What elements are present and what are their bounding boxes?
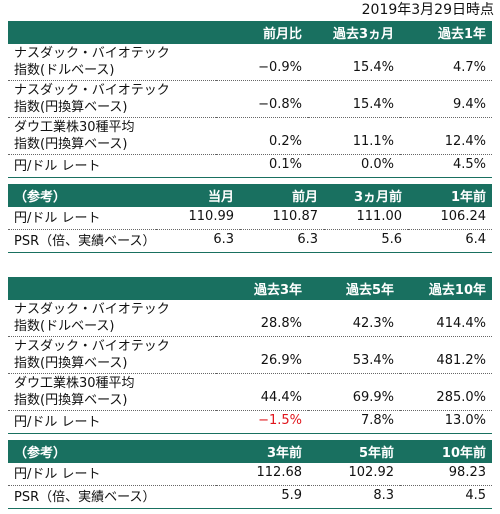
- table-row: 円/ドル レート 112.68 102.92 98.23: [8, 463, 492, 486]
- row-label: ナスダック・バイオテック 指数(円換算ベース): [14, 83, 170, 115]
- value-cell: 9.4%: [452, 97, 486, 112]
- value-cell: 4.7%: [452, 60, 486, 75]
- value-cell: 8.3: [373, 488, 394, 503]
- table-header: 過去3年 過去5年 過去10年: [8, 277, 492, 300]
- performance-table-short-term: 前月比 過去3ヵ月 過去1年 ナスダック・バイオテック 指数(ドルベース) −0.…: [8, 21, 492, 178]
- header-cell: [8, 277, 216, 300]
- value-cell: 6.3: [297, 232, 318, 247]
- table-row: ナスダック・バイオテック 指数(ドルベース) 28.8% 42.3% 414.4%: [8, 300, 492, 337]
- negative-value-cell: −1.5%: [258, 413, 302, 428]
- header-cell: 1年前: [408, 184, 492, 207]
- row-label: 円/ドル レート: [14, 159, 101, 174]
- value-cell: 13.0%: [444, 413, 486, 428]
- table-row: 円/ドル レート −1.5% 7.8% 13.0%: [8, 411, 492, 434]
- value-cell: 11.1%: [352, 134, 394, 149]
- header-cell: [8, 21, 216, 44]
- value-cell: 69.9%: [352, 390, 394, 405]
- value-cell: 98.23: [448, 465, 486, 480]
- value-cell: 414.4%: [436, 316, 486, 331]
- table-row: ナスダック・バイオテック 指数(円換算ベース) −0.8% 15.4% 9.4%: [8, 81, 492, 118]
- value-cell: 112.68: [256, 465, 303, 480]
- table-row: PSR（倍、実績ベース） 5.9 8.3 4.5: [8, 486, 492, 509]
- row-label: 円/ドル レート: [14, 467, 101, 482]
- value-cell: −0.8%: [258, 97, 302, 112]
- value-cell: 42.3%: [352, 316, 394, 331]
- row-label: ナスダック・バイオテック 指数(円換算ベース): [14, 339, 170, 371]
- row-label: ダウ工業株30種平均 指数(円換算ベース): [14, 376, 135, 408]
- reference-table-short-term: （参考） 当月 前月 3ヵ月前 1年前 円/ドル レート 110.99 110.…: [8, 184, 492, 253]
- value-cell: 0.0%: [360, 157, 394, 172]
- value-cell: 5.9: [281, 488, 302, 503]
- reference-header: （参考） 3年前 5年前 10年前: [8, 440, 492, 463]
- reference-table-long-term: （参考） 3年前 5年前 10年前 円/ドル レート 112.68 102.92…: [8, 440, 492, 509]
- value-cell: 0.2%: [268, 134, 302, 149]
- value-cell: 285.0%: [436, 390, 486, 405]
- header-cell: 当月: [156, 184, 240, 207]
- row-label: 円/ドル レート: [14, 415, 101, 430]
- header-cell: 過去3年: [216, 277, 308, 300]
- value-cell: 0.1%: [268, 157, 302, 172]
- value-cell: 4.5: [465, 488, 486, 503]
- value-cell: 7.8%: [360, 413, 394, 428]
- as-of-date: 2019年3月29日時点: [361, 2, 494, 18]
- header-cell: 過去1年: [400, 21, 492, 44]
- table-row: ダウ工業株30種平均 指数(円換算ベース) 0.2% 11.1% 12.4%: [8, 118, 492, 155]
- value-cell: 111.00: [356, 209, 403, 224]
- header-cell: 前月比: [216, 21, 308, 44]
- reference-header: （参考） 当月 前月 3ヵ月前 1年前: [8, 184, 492, 207]
- value-cell: 106.24: [440, 209, 487, 224]
- reference-title: （参考）: [8, 184, 156, 207]
- table-row: ナスダック・バイオテック 指数(ドルベース) −0.9% 15.4% 4.7%: [8, 44, 492, 81]
- value-cell: 26.9%: [260, 353, 302, 368]
- performance-table-long-term: 過去3年 過去5年 過去10年 ナスダック・バイオテック 指数(ドルベース) 28…: [8, 277, 492, 434]
- table-row: PSR（倍、実績ベース） 6.3 6.3 5.6 6.4: [8, 230, 492, 253]
- value-cell: 110.87: [272, 209, 319, 224]
- value-cell: 102.92: [348, 465, 395, 480]
- value-cell: 4.5%: [452, 157, 486, 172]
- reference-title: （参考）: [8, 440, 216, 463]
- row-label: PSR（倍、実績ベース）: [14, 490, 156, 505]
- header-cell: 過去10年: [400, 277, 492, 300]
- value-cell: −0.9%: [258, 60, 302, 75]
- row-label: ダウ工業株30種平均 指数(円換算ベース): [14, 120, 135, 152]
- value-cell: 15.4%: [352, 60, 394, 75]
- header-cell: 3年前: [216, 440, 308, 463]
- header-cell: 過去5年: [308, 277, 400, 300]
- value-cell: 15.4%: [352, 97, 394, 112]
- value-cell: 481.2%: [436, 353, 486, 368]
- value-cell: 28.8%: [260, 316, 302, 331]
- header-cell: 前月: [240, 184, 324, 207]
- table-header: 前月比 過去3ヵ月 過去1年: [8, 21, 492, 44]
- row-label: 円/ドル レート: [14, 211, 101, 226]
- header-cell: 過去3ヵ月: [308, 21, 400, 44]
- header-cell: 3ヵ月前: [324, 184, 408, 207]
- header-cell: 10年前: [400, 440, 492, 463]
- value-cell: 12.4%: [444, 134, 486, 149]
- header-cell: 5年前: [308, 440, 400, 463]
- value-cell: 53.4%: [352, 353, 394, 368]
- table-row: ダウ工業株30種平均 指数(円換算ベース) 44.4% 69.9% 285.0%: [8, 374, 492, 411]
- table-row: 円/ドル レート 110.99 110.87 111.00 106.24: [8, 207, 492, 230]
- row-label: PSR（倍、実績ベース）: [14, 234, 156, 249]
- table-row: 円/ドル レート 0.1% 0.0% 4.5%: [8, 155, 492, 178]
- value-cell: 110.99: [188, 209, 235, 224]
- table-row: ナスダック・バイオテック 指数(円換算ベース) 26.9% 53.4% 481.2…: [8, 337, 492, 374]
- value-cell: 5.6: [381, 232, 402, 247]
- value-cell: 6.3: [213, 232, 234, 247]
- value-cell: 44.4%: [260, 390, 302, 405]
- row-label: ナスダック・バイオテック 指数(ドルベース): [14, 46, 170, 78]
- row-label: ナスダック・バイオテック 指数(ドルベース): [14, 302, 170, 334]
- value-cell: 6.4: [465, 232, 486, 247]
